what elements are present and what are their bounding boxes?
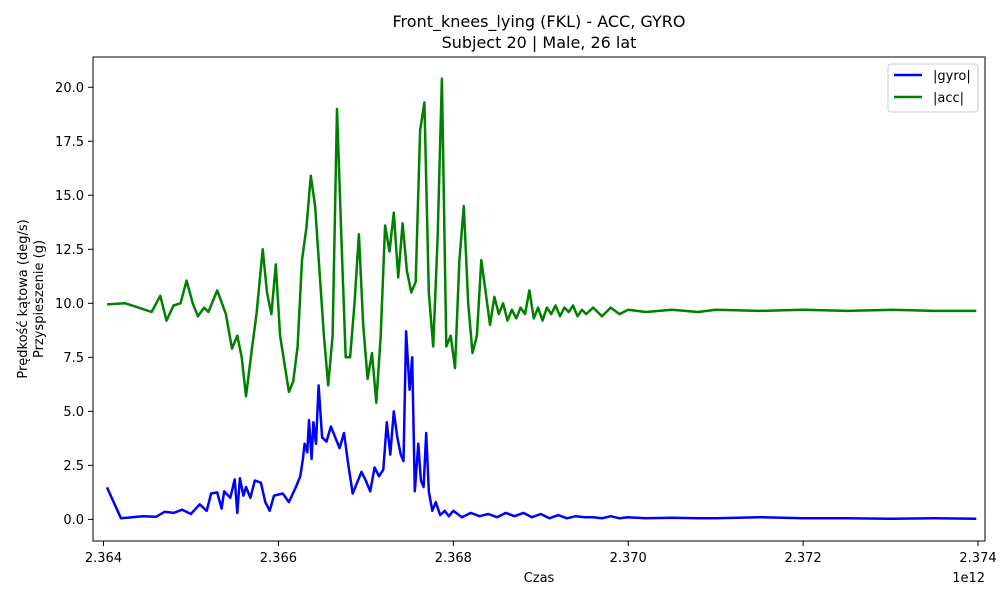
x-tick-label: 2.364	[85, 551, 122, 566]
y-tick-label: 15.0	[55, 189, 84, 204]
legend-label-gyro: |gyro|	[933, 69, 971, 84]
x-axis: 2.364 2.366 2.368 2.370 2.372 2.374	[85, 541, 997, 566]
plot-frame	[92, 56, 986, 542]
y-tick-label: 5.0	[63, 405, 84, 420]
x-tick-label: 2.372	[784, 551, 821, 566]
chart-title-line1: Front_knees_lying (FKL) - ACC, GYRO	[393, 12, 686, 32]
x-tick-label: 2.366	[260, 551, 297, 566]
chart-title-line2: Subject 20 | Male, 26 lat	[442, 33, 637, 52]
y-axis: 0.0 2.5 5.0 7.5 10.0 12.5 15.0 17.5 20.0	[55, 81, 93, 528]
y-tick-label: 7.5	[63, 351, 84, 366]
x-tick-label: 2.368	[435, 551, 472, 566]
y-tick-label: 10.0	[55, 297, 84, 312]
x-axis-label: Czas	[524, 571, 555, 586]
y-axis-label-line2: Przyspieszenie (g)	[32, 240, 47, 358]
series-line-acc	[106, 77, 977, 404]
y-tick-label: 17.5	[55, 135, 84, 150]
x-tick-label: 2.370	[610, 551, 647, 566]
legend: |gyro| |acc|	[887, 63, 979, 113]
x-tick-label: 2.374	[959, 551, 996, 566]
y-tick-label: 0.0	[63, 513, 84, 528]
legend-label-acc: |acc|	[933, 91, 964, 106]
x-axis-offset-label: 1e12	[952, 571, 985, 586]
y-tick-label: 2.5	[63, 459, 84, 474]
y-axis-label-line1: Prędkość kątowa (deg/s)	[16, 219, 31, 378]
series-line-gyro	[105, 330, 977, 520]
y-tick-label: 20.0	[55, 81, 84, 96]
y-tick-label: 12.5	[55, 243, 84, 258]
plot-area	[92, 56, 986, 542]
